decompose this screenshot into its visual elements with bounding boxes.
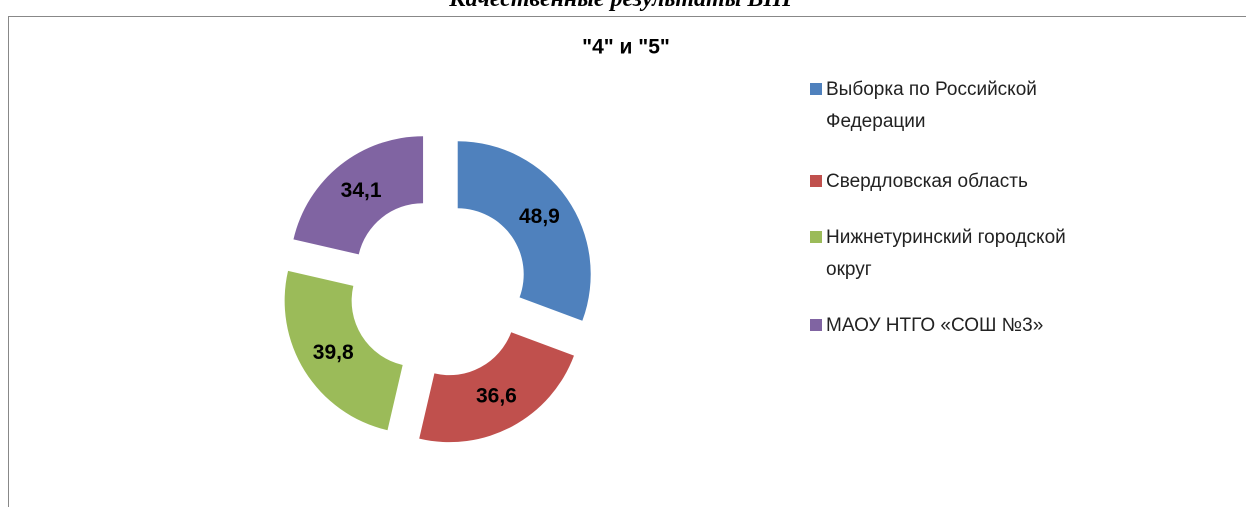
data-label: 36,6 <box>476 384 517 407</box>
segment <box>457 141 591 321</box>
legend-label: Свердловская область <box>826 171 1028 192</box>
legend-label: МАОУ НТГО «СОШ №3» <box>826 315 1044 336</box>
segment <box>293 136 424 255</box>
legend-swatch <box>810 83 822 95</box>
legend: Выборка по Российской Федерации Свердловс… <box>810 74 1088 342</box>
legend-swatch <box>810 175 822 187</box>
chart-title: "4" и "5" <box>582 36 670 59</box>
heading: Качественные результаты ВПР <box>0 0 1246 13</box>
data-label: 39,8 <box>313 341 354 364</box>
segment <box>419 332 574 443</box>
legend-entry: Выборка по Российской Федерации <box>810 74 1088 138</box>
legend-entry: Свердловская область <box>810 166 1088 198</box>
legend-entry: Нижнетуринский городской округ <box>810 222 1088 286</box>
legend-entry: МАОУ НТГО «СОШ №3» <box>810 310 1088 342</box>
chart: "4" и "5" 48,9 36,6 39,8 34,1 <box>284 36 670 443</box>
data-label: 34,1 <box>341 179 382 202</box>
legend-swatch <box>810 231 822 243</box>
legend-swatch <box>810 319 822 331</box>
data-label: 48,9 <box>519 205 560 228</box>
legend-label: Выборка по Российской Федерации <box>826 79 1037 132</box>
chart-frame <box>8 16 1246 507</box>
segment <box>284 270 403 431</box>
legend-label: Нижнетуринский городской округ <box>826 227 1066 280</box>
